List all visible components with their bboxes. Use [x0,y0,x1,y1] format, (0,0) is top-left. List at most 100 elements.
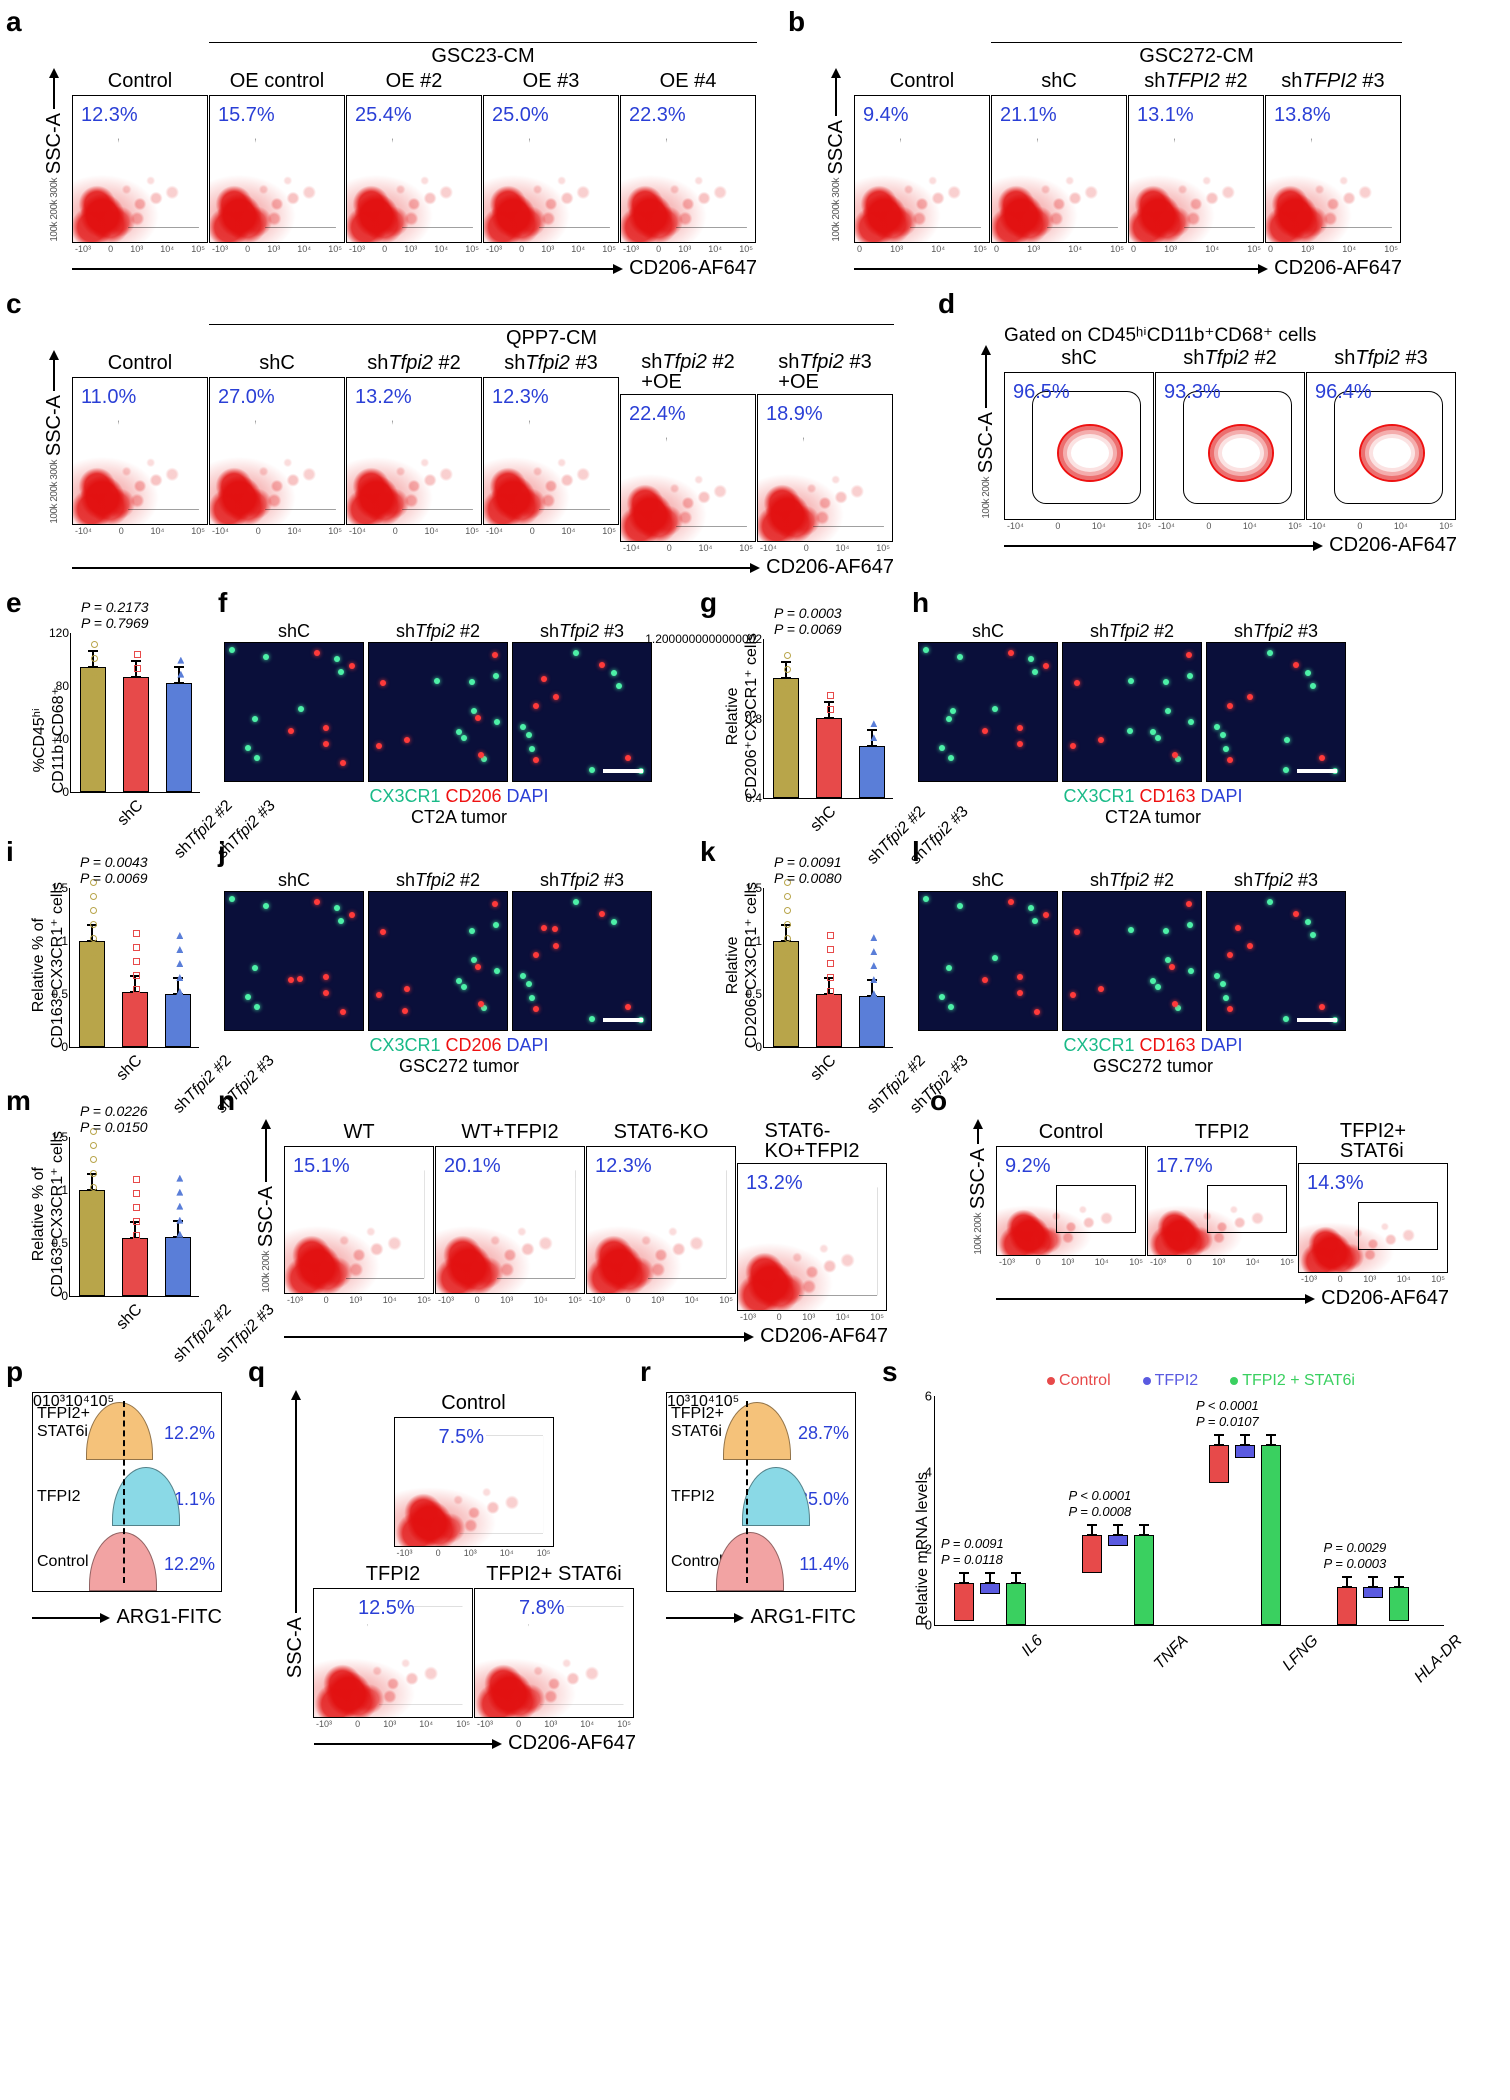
facs-scatter: 22.4%-10⁴010⁴10⁵ [620,394,756,542]
panel-h: h shCshTfpi2 #2shTfpi2 #3CX3CR1 CD163 DA… [918,593,1388,828]
gate-percent: 93.3% [1164,381,1221,404]
panel-n: n SSC-A100k 200kWT15.1%-10³010³10⁴10⁵WT+… [224,1091,924,1348]
facs-scatter: 9.4%010³10⁴10⁵ [854,95,990,243]
tile-title: shTfpi2 #3 [504,352,597,375]
histogram: TFPI2+STAT6i28.7%TFPI235.0%Control11.4%1… [666,1392,856,1592]
micrograph-caption: CX3CR1 CD163 DAPI [918,786,1388,807]
y-axis-label: SSC-A [967,1148,990,1209]
bar [79,941,105,1048]
bar [1006,1583,1026,1625]
tile-title: shTfpi2 #2 [1090,621,1174,642]
panel-o: o SSC-A100k 200kControl9.2%-10³010³10⁴10… [936,1091,1476,1310]
x-axis-label: ARG1-FITC [116,1606,222,1629]
bar [954,1583,974,1621]
legend: ControlTFPI2TFPI2 + STAT6i [914,1372,1488,1390]
legend-item: TFPI2 + STAT6i [1230,1372,1355,1390]
gate-percent: 96.4% [1315,381,1372,404]
tile-title: OE #3 [523,70,580,93]
facs-scatter: 15.7%-10³010³10⁴10⁵ [209,95,345,243]
facs-scatter: 25.4%-10³010³10⁴10⁵ [346,95,482,243]
facs-scatter: 96.4%-10⁴010⁴10⁵ [1306,372,1456,520]
micrograph [918,642,1058,782]
facs-scatter: 13.2%-10⁴010⁴10⁵ [346,377,482,525]
bar [1134,1535,1154,1625]
tile-title: WT [343,1121,374,1144]
panel-j-label: j [218,836,226,868]
y-axis-label: SSC-A [43,395,66,456]
gate-percent: 13.8% [1274,104,1331,127]
tile-title: shTfpi2 #3 [540,621,624,642]
y-axis-label: SSC-A [284,1617,307,1678]
tile-title: shTfpi2 #2+OE [641,352,734,392]
bar [1337,1587,1357,1625]
legend-item: Control [1047,1372,1111,1390]
y-axis-label: SSC-A [43,113,66,174]
bar [1363,1587,1383,1599]
micrograph-caption: CX3CR1 CD206 DAPI [224,1035,694,1056]
panel-r: r TFPI2+STAT6i28.7%TFPI235.0%Control11.4… [646,1362,876,1629]
tile-title: TFPI2+ STAT6i [486,1563,621,1586]
micrograph [1206,642,1346,782]
bar [1209,1445,1229,1483]
p-value: P = 0.0008 [1069,1504,1132,1519]
panel-a-label: a [6,6,22,38]
facs-scatter: 12.3%-10⁴010⁴10⁵ [483,377,619,525]
panel-s: s ControlTFPI2TFPI2 + STAT6iRelative mRN… [888,1362,1488,1626]
x-axis-label: CD206-AF647 [1321,1287,1449,1310]
tile-title: shC [972,870,1004,891]
p-value: P = 0.0069 [774,621,842,637]
tile-title: shC [259,352,295,375]
bar [1235,1445,1255,1458]
tile-title: shTfpi2 #2 [396,870,480,891]
p-value: P = 0.0118 [941,1552,1003,1567]
micrograph [1062,642,1202,782]
facs-scatter: 14.3%-10³010³10⁴10⁵ [1298,1163,1448,1273]
threshold-line [123,1401,125,1583]
gate-percent: 13.2% [355,386,412,409]
gate-percent: 20.1% [444,1155,501,1178]
facs-scatter: 13.8%010³10⁴10⁵ [1265,95,1401,243]
panel-m: m Relative % ofCD163⁺CX3CR1⁺ cells00.511… [12,1091,212,1297]
p-value: P = 0.0091 [774,854,842,870]
tile-title: shTFPI2 #2 [1144,70,1247,93]
panel-c: c QPP7-CMSSC-A100k 200k 300kControl11.0%… [12,294,932,579]
panel-o-label: o [930,1085,947,1117]
gate-percent: 27.0% [218,386,275,409]
bar [80,667,106,792]
p-value: P = 0.0080 [774,870,842,886]
panel-r-label: r [640,1356,651,1388]
category-label: TNFA [1151,1632,1192,1673]
facs-scatter: 17.7%-10³010³10⁴10⁵ [1147,1146,1297,1256]
bar [980,1583,1000,1595]
tile-title: shC [972,621,1004,642]
facs-scatter: 18.9%-10⁴010⁴10⁵ [757,394,893,542]
panel-i-label: i [6,836,14,868]
tile-title: shTfpi2 #3 [1334,347,1427,370]
panel-e: e %CD45ʰⁱCD11b⁺CD68⁺04080120P = 0.2173P … [12,593,212,793]
panel-k: k RelativeCD206⁺CX3CR1⁺ cells00.511.5P =… [706,842,906,1048]
panel-e-label: e [6,587,22,619]
bar [1261,1445,1281,1625]
tile-title: shC [278,870,310,891]
tile-title: shC [1061,347,1097,370]
group-label: QPP7-CM [209,324,894,350]
bar [123,677,149,792]
panel-b-label: b [788,6,805,38]
panel-i: i Relative % ofCD163⁺CX3CR1⁺ cells00.511… [12,842,212,1048]
facs-scatter: 9.2%-10³010³10⁴10⁵ [996,1146,1146,1256]
facs-scatter: 12.5%-10³010³10⁴10⁵ [313,1588,473,1718]
facs-scatter: 13.2%-10³010³10⁴10⁵ [737,1163,887,1311]
bar [165,1237,191,1297]
tumor-label: CT2A tumor [224,807,694,828]
tile-title: OE control [230,70,324,93]
category-label: shC [113,1301,146,1334]
histogram: TFPI2+STAT6i12.2%TFPI221.1%Control12.2%0… [32,1392,222,1592]
group-label: GSC272-CM [991,42,1402,68]
gate-percent: 22.4% [629,403,686,426]
bar [1082,1535,1102,1573]
tile-title: Control [441,1392,505,1415]
gate-percent: 12.3% [81,104,138,127]
bar [122,1238,148,1297]
tile-title: TFPI2 [1195,1121,1249,1144]
tile-title: TFPI2+STAT6i [1340,1121,1406,1161]
